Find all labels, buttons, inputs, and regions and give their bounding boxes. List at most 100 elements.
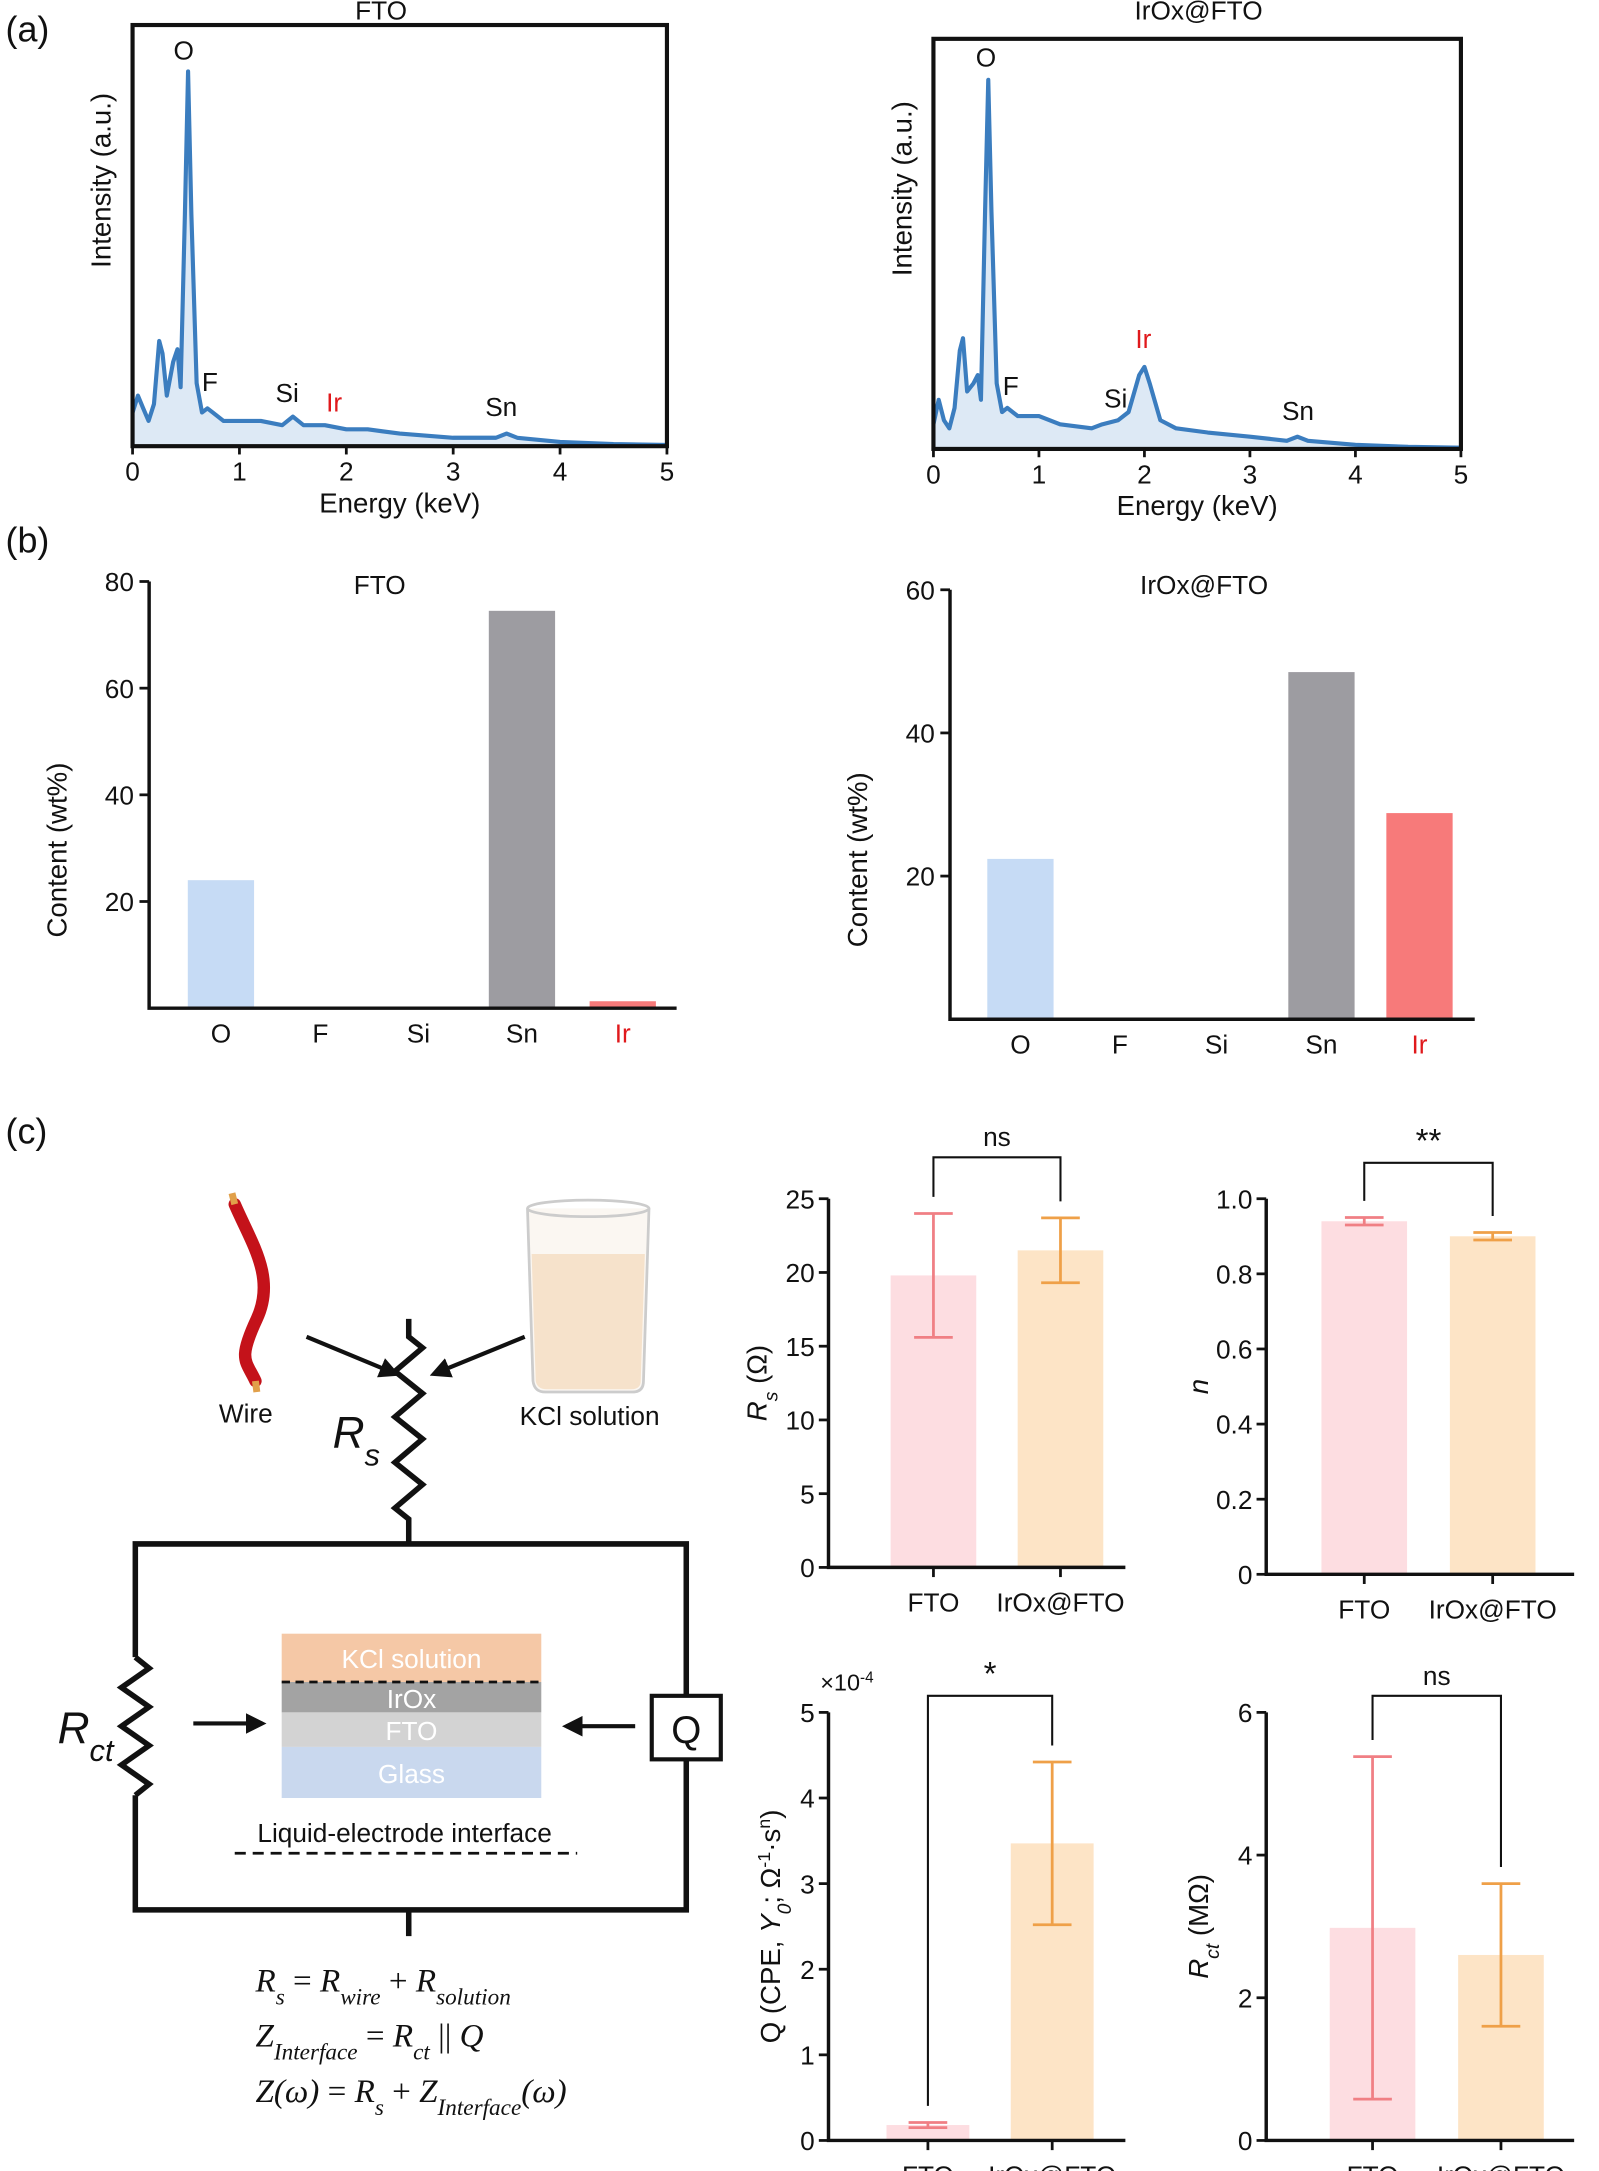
x-tick-label: Ir [1411, 1030, 1427, 1060]
y-axis-label: Content (wt%) [41, 763, 72, 938]
y-tick-label: 80 [105, 567, 134, 597]
significance: ns [983, 1122, 1011, 1152]
annotation: Ir [326, 388, 342, 418]
bar [1386, 813, 1453, 1020]
annotation: Ir [1135, 324, 1151, 354]
text-part: ct [413, 2040, 430, 2066]
bar [886, 2125, 970, 2141]
x-tick-label: IrOx@FTO [1429, 1595, 1557, 1625]
wire-tip [252, 1380, 261, 1393]
significance-bracket [926, 1694, 1054, 2106]
y-tick-label: 1.0 [1216, 1184, 1252, 1214]
label: Liquid-electrode interface [257, 1818, 551, 1848]
x-tick-label: F [1112, 1030, 1128, 1060]
y-tick-label: 10 [786, 1406, 815, 1436]
q-element [649, 1693, 723, 1762]
label: Wire [219, 1398, 273, 1428]
significance-bracket [932, 1156, 1062, 1202]
text-part: ; Ω [755, 1868, 786, 1904]
label: Rct [58, 1704, 115, 1767]
x-tick-label: Si [407, 1019, 430, 1049]
annotation: Si [1104, 384, 1127, 414]
annotation: Sn [1282, 396, 1314, 426]
significance: * [984, 1656, 997, 1693]
text-part: Z [419, 2073, 438, 2110]
y-tick-label: 1 [800, 2041, 815, 2071]
y-tick-label: 20 [906, 862, 935, 892]
text-part: Z [255, 2018, 274, 2055]
text-part: R [1183, 1959, 1214, 1979]
plot-frame [931, 36, 1463, 452]
x-tick-label: Ir [615, 1019, 631, 1049]
panel-label: (a) [6, 10, 50, 50]
diagram: Wire KCl solution Q KCl solution IrOx FT… [116, 1192, 723, 1937]
text-part: s [375, 2095, 384, 2121]
y-tick-label: 25 [786, 1184, 815, 1214]
resistor [116, 1655, 154, 1798]
y-tick-label: 0 [800, 2126, 815, 2156]
significance: ns [1423, 1661, 1451, 1691]
x-axis-label: Energy (keV) [1117, 490, 1278, 521]
chart-title: IrOx@FTO [1140, 570, 1268, 600]
panel-label: (b) [6, 521, 50, 561]
x-tick-label: FTO [902, 2161, 954, 2171]
annotation: O [173, 36, 193, 66]
text-part: Q [460, 2018, 484, 2055]
y-tick-label: 0.8 [1216, 1260, 1252, 1290]
y-tick-label: 0.2 [1216, 1485, 1252, 1515]
text-part: Y [755, 1912, 786, 1933]
x-tick-label: 3 [446, 457, 461, 487]
x-tick-label: 2 [1137, 459, 1152, 489]
x-tick-label: 4 [553, 457, 568, 487]
text-part: (MΩ) [1183, 1874, 1214, 1944]
bar [1017, 1250, 1104, 1568]
text-part: R [333, 1408, 365, 1457]
y-axis-label: n [1183, 1379, 1214, 1394]
x-tick-label: O [1010, 1030, 1030, 1060]
x-tick-label: IrOx@FTO [996, 1588, 1124, 1618]
text-part: R [58, 1704, 90, 1753]
text-part: R [741, 1401, 772, 1421]
x-tick-label: F [312, 1019, 328, 1049]
bar [488, 610, 556, 1009]
arrow [305, 1334, 401, 1378]
text-part: n [1183, 1379, 1214, 1394]
text-part: wire [340, 1984, 380, 2010]
text-part: (ω) [274, 2073, 319, 2110]
x-tick-label: Si [1205, 1030, 1228, 1060]
text-part: s [761, 1391, 782, 1401]
y-tick-label: 0.4 [1216, 1410, 1252, 1440]
x-tick-label: 1 [1032, 459, 1047, 489]
annotation: O [976, 42, 996, 72]
wire-tip [228, 1192, 239, 1206]
x-tick-label: FTO [1338, 1595, 1390, 1625]
y-tick-label: 0 [1238, 2126, 1253, 2156]
bar [187, 880, 255, 1009]
text-part: R [415, 1962, 436, 1999]
x-tick-label: 0 [125, 457, 140, 487]
y-axis-label: Q (CPE, Y0; Ω-1·sn) [754, 1810, 796, 2044]
significance-bracket [1371, 1694, 1502, 1868]
text-part: Interface [273, 2040, 358, 2066]
x-tick-label: FTO [907, 1588, 959, 1618]
y-tick-label: 3 [800, 1869, 815, 1899]
y-tick-label: 6 [1238, 1698, 1253, 1728]
y-tick-label: 40 [906, 719, 935, 749]
text-part: n [754, 1819, 774, 1829]
x-tick-label: FTO [1347, 2161, 1399, 2171]
area [933, 79, 1461, 449]
annotation: F [202, 367, 218, 397]
text-part: Q (CPE, [755, 1933, 786, 2043]
multiplier: ×10-4 [820, 1669, 874, 1696]
annotation: Si [276, 378, 299, 408]
beaker-rim [526, 1198, 651, 1219]
y-axis-label: Rct (MΩ) [1183, 1874, 1224, 1979]
text-part: solution [436, 1984, 511, 2010]
panel-label: (c) [6, 1111, 48, 1151]
y-tick-label: 5 [800, 1479, 815, 1509]
y-tick-label: 20 [105, 887, 134, 917]
y-tick-label: 0.6 [1216, 1335, 1252, 1365]
y-tick-label: 4 [1238, 1841, 1253, 1871]
